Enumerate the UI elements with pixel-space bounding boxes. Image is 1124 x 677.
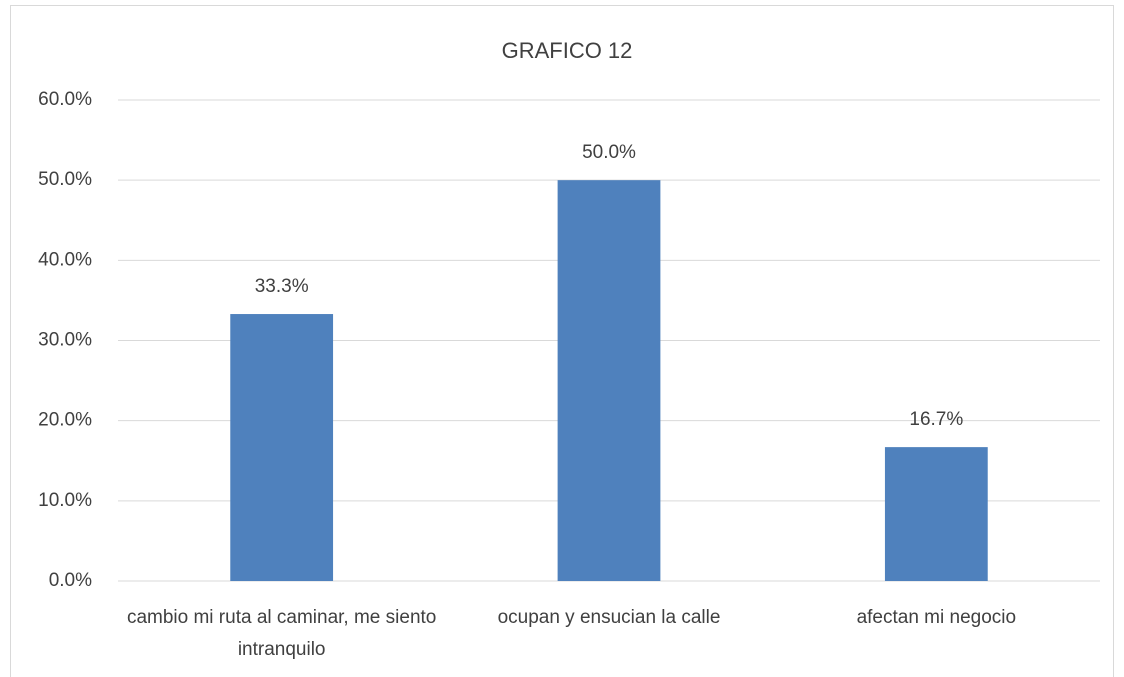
y-tick-label: 40.0% (38, 249, 92, 270)
bar (884, 447, 988, 581)
y-tick-label: 30.0% (38, 330, 92, 351)
bar (230, 314, 334, 581)
y-tick-label: 60.0% (38, 89, 92, 110)
x-tick-label: cambio mi ruta al caminar, me siento int… (126, 607, 437, 660)
y-tick-label: 50.0% (38, 169, 92, 190)
y-tick-label: 10.0% (38, 490, 92, 511)
data-label: 33.3% (255, 276, 309, 297)
x-tick-label: ocupan y ensucian la calle (497, 607, 721, 628)
y-tick-label: 20.0% (38, 410, 92, 431)
data-label: 16.7% (909, 409, 963, 430)
x-tick-label: afectan mi negocio (856, 607, 1017, 628)
y-tick-label: 0.0% (49, 570, 92, 591)
bar (557, 180, 661, 581)
chart-frame (10, 5, 1114, 677)
chart-title: GRAFICO 12 (502, 38, 633, 63)
data-label: 50.0% (582, 142, 636, 163)
